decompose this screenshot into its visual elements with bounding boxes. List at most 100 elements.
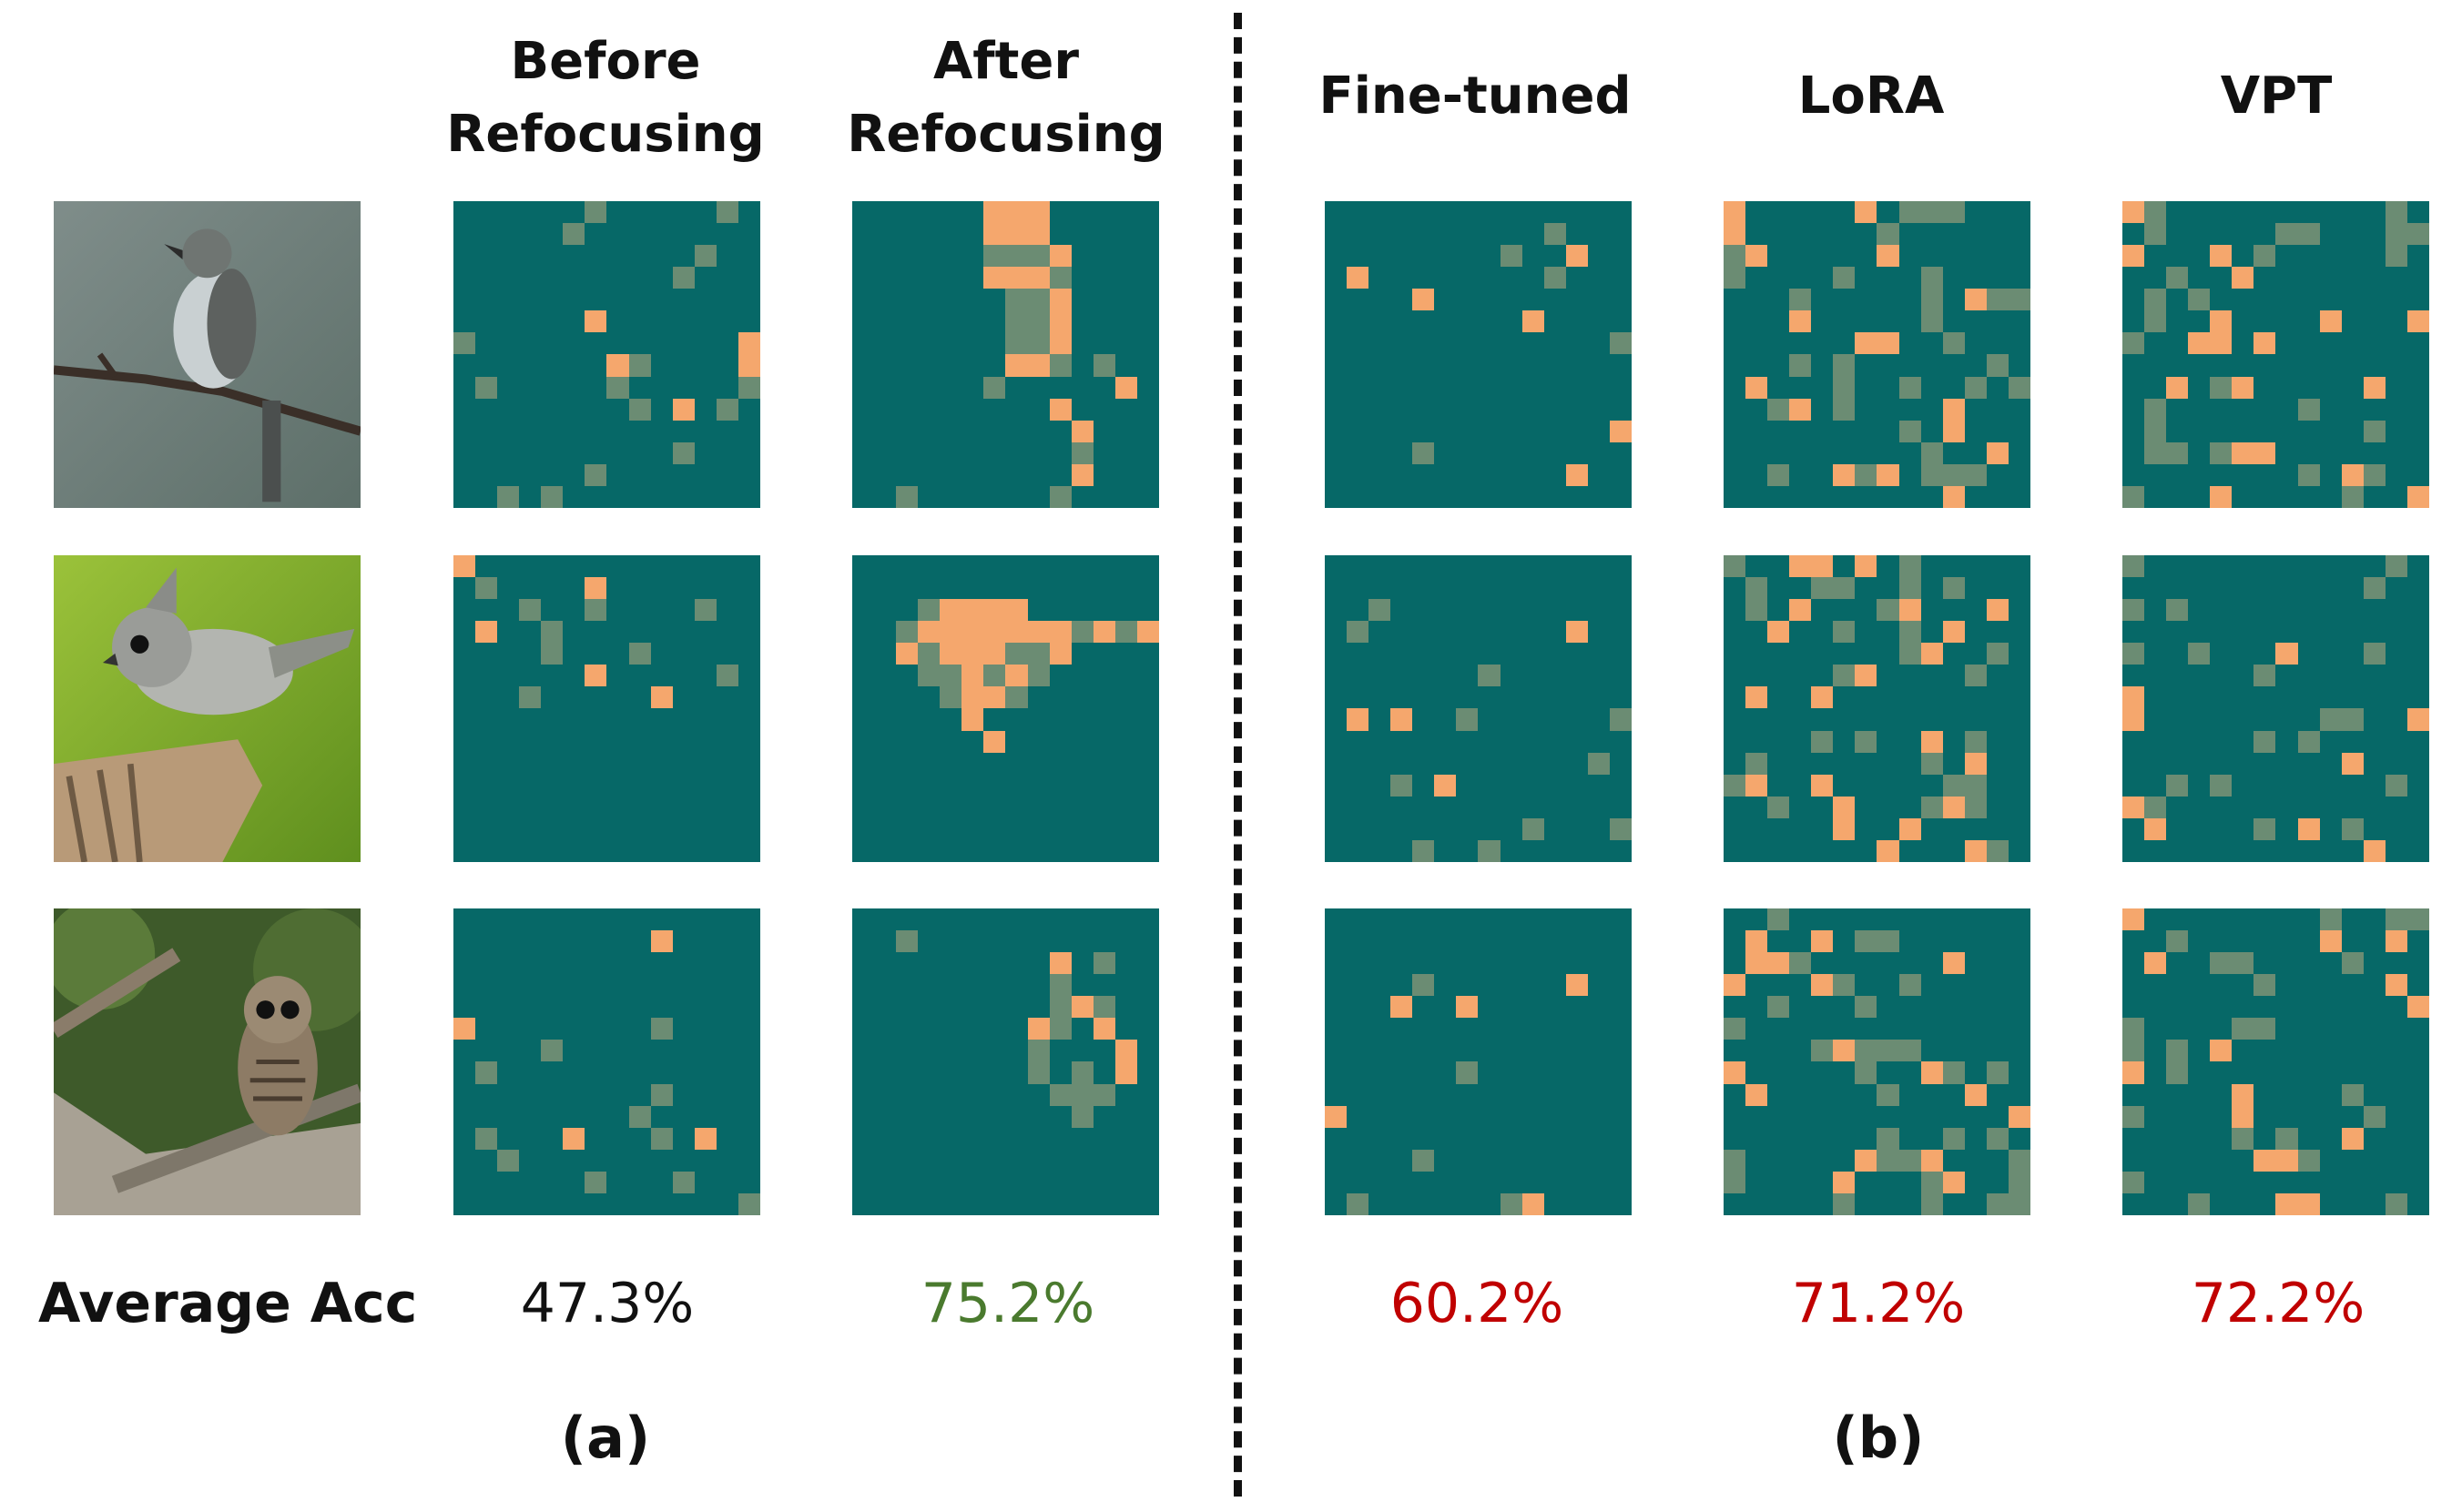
map-cell bbox=[1071, 930, 1094, 953]
map-cell bbox=[563, 267, 585, 289]
map-cell bbox=[497, 665, 520, 687]
map-cell bbox=[1071, 1192, 1094, 1215]
map-cell bbox=[918, 555, 941, 578]
map-cell bbox=[1609, 310, 1632, 333]
map-cell bbox=[563, 1192, 585, 1215]
map-cell bbox=[1136, 1018, 1159, 1040]
map-cell bbox=[874, 223, 897, 246]
map-cell bbox=[1745, 289, 1768, 311]
map-cell bbox=[2275, 1127, 2298, 1150]
map-cell bbox=[606, 708, 629, 731]
map-cell bbox=[2297, 839, 2320, 862]
map-cell bbox=[1565, 1149, 1588, 1172]
map-cell bbox=[1724, 1018, 1746, 1040]
map-cell bbox=[1049, 643, 1072, 665]
map-cell bbox=[475, 730, 498, 753]
map-cell bbox=[1767, 908, 1790, 931]
map-cell bbox=[1609, 1040, 1632, 1062]
map-cell bbox=[1136, 1127, 1159, 1150]
map-cell bbox=[628, 267, 651, 289]
map-cell bbox=[1745, 708, 1768, 731]
map-cell bbox=[1855, 1105, 1877, 1128]
map-cell bbox=[1027, 621, 1050, 644]
map-cell bbox=[1347, 643, 1369, 665]
map-cell bbox=[2385, 267, 2407, 289]
map-cell bbox=[738, 441, 760, 464]
map-cell bbox=[1434, 996, 1457, 1019]
map-cell bbox=[2188, 952, 2211, 975]
map-cell bbox=[2253, 752, 2276, 775]
map-cell bbox=[497, 267, 520, 289]
map-cell bbox=[672, 1018, 695, 1040]
map-cell bbox=[1027, 463, 1050, 486]
map-cell bbox=[1745, 839, 1768, 862]
map-cell bbox=[2122, 577, 2145, 600]
map-cell bbox=[1811, 310, 1834, 333]
map-cell bbox=[2166, 1192, 2189, 1215]
map-cell bbox=[1500, 223, 1522, 246]
map-cell bbox=[961, 665, 984, 687]
map-cell bbox=[1833, 1061, 1856, 1084]
map-cell bbox=[628, 796, 651, 818]
map-cell bbox=[1767, 463, 1790, 486]
map-cell bbox=[1565, 332, 1588, 355]
map-cell bbox=[1412, 817, 1435, 840]
map-cell bbox=[475, 223, 498, 246]
map-cell bbox=[983, 796, 1006, 818]
map-cell bbox=[1347, 463, 1369, 486]
map-cell bbox=[1789, 577, 1812, 600]
map-cell bbox=[1942, 201, 1965, 224]
map-cell bbox=[2275, 577, 2298, 600]
map-cell bbox=[1325, 665, 1348, 687]
map-cell bbox=[1456, 485, 1479, 508]
map-cell bbox=[1005, 354, 1028, 377]
map-cell bbox=[2144, 621, 2167, 644]
map-cell bbox=[563, 463, 585, 486]
map-cell bbox=[497, 354, 520, 377]
map-cell bbox=[2406, 1149, 2429, 1172]
map-cell bbox=[2341, 686, 2364, 709]
map-cell bbox=[628, 1105, 651, 1128]
map-cell bbox=[1986, 952, 2009, 975]
map-cell bbox=[2275, 817, 2298, 840]
map-cell bbox=[896, 839, 919, 862]
map-cell bbox=[852, 1083, 875, 1106]
map-cell bbox=[1325, 441, 1348, 464]
map-cell bbox=[1877, 599, 1899, 622]
map-cell bbox=[519, 774, 542, 797]
map-cell bbox=[541, 245, 564, 268]
map-cell bbox=[738, 817, 760, 840]
map-cell bbox=[1136, 621, 1159, 644]
map-cell bbox=[852, 1171, 875, 1193]
map-cell bbox=[1521, 952, 1544, 975]
map-cell bbox=[2319, 908, 2342, 931]
map-cell bbox=[852, 774, 875, 797]
map-cell bbox=[1071, 441, 1094, 464]
map-cell bbox=[1027, 354, 1050, 377]
map-cell bbox=[940, 201, 962, 224]
map-cell bbox=[1347, 796, 1369, 818]
map-cell bbox=[563, 1040, 585, 1062]
map-cell bbox=[738, 752, 760, 775]
map-cell bbox=[1049, 621, 1072, 644]
map-cell bbox=[1833, 1018, 1856, 1040]
map-cell bbox=[2341, 1105, 2364, 1128]
map-cell bbox=[852, 1192, 875, 1215]
map-cell bbox=[1325, 420, 1348, 442]
map-cell bbox=[2144, 930, 2167, 953]
attention-map-before-row1 bbox=[453, 201, 760, 508]
map-cell bbox=[1789, 398, 1812, 421]
map-cell bbox=[2122, 599, 2145, 622]
map-cell bbox=[1390, 1061, 1413, 1084]
map-cell bbox=[694, 1127, 717, 1150]
map-cell bbox=[628, 398, 651, 421]
map-cell bbox=[1587, 1149, 1610, 1172]
map-cell bbox=[453, 665, 476, 687]
map-cell bbox=[1767, 708, 1790, 731]
map-cell bbox=[453, 1127, 476, 1150]
map-cell bbox=[1609, 420, 1632, 442]
map-cell bbox=[1368, 730, 1391, 753]
map-cell bbox=[1833, 289, 1856, 311]
map-cell bbox=[1521, 577, 1544, 600]
map-cell bbox=[2210, 643, 2233, 665]
